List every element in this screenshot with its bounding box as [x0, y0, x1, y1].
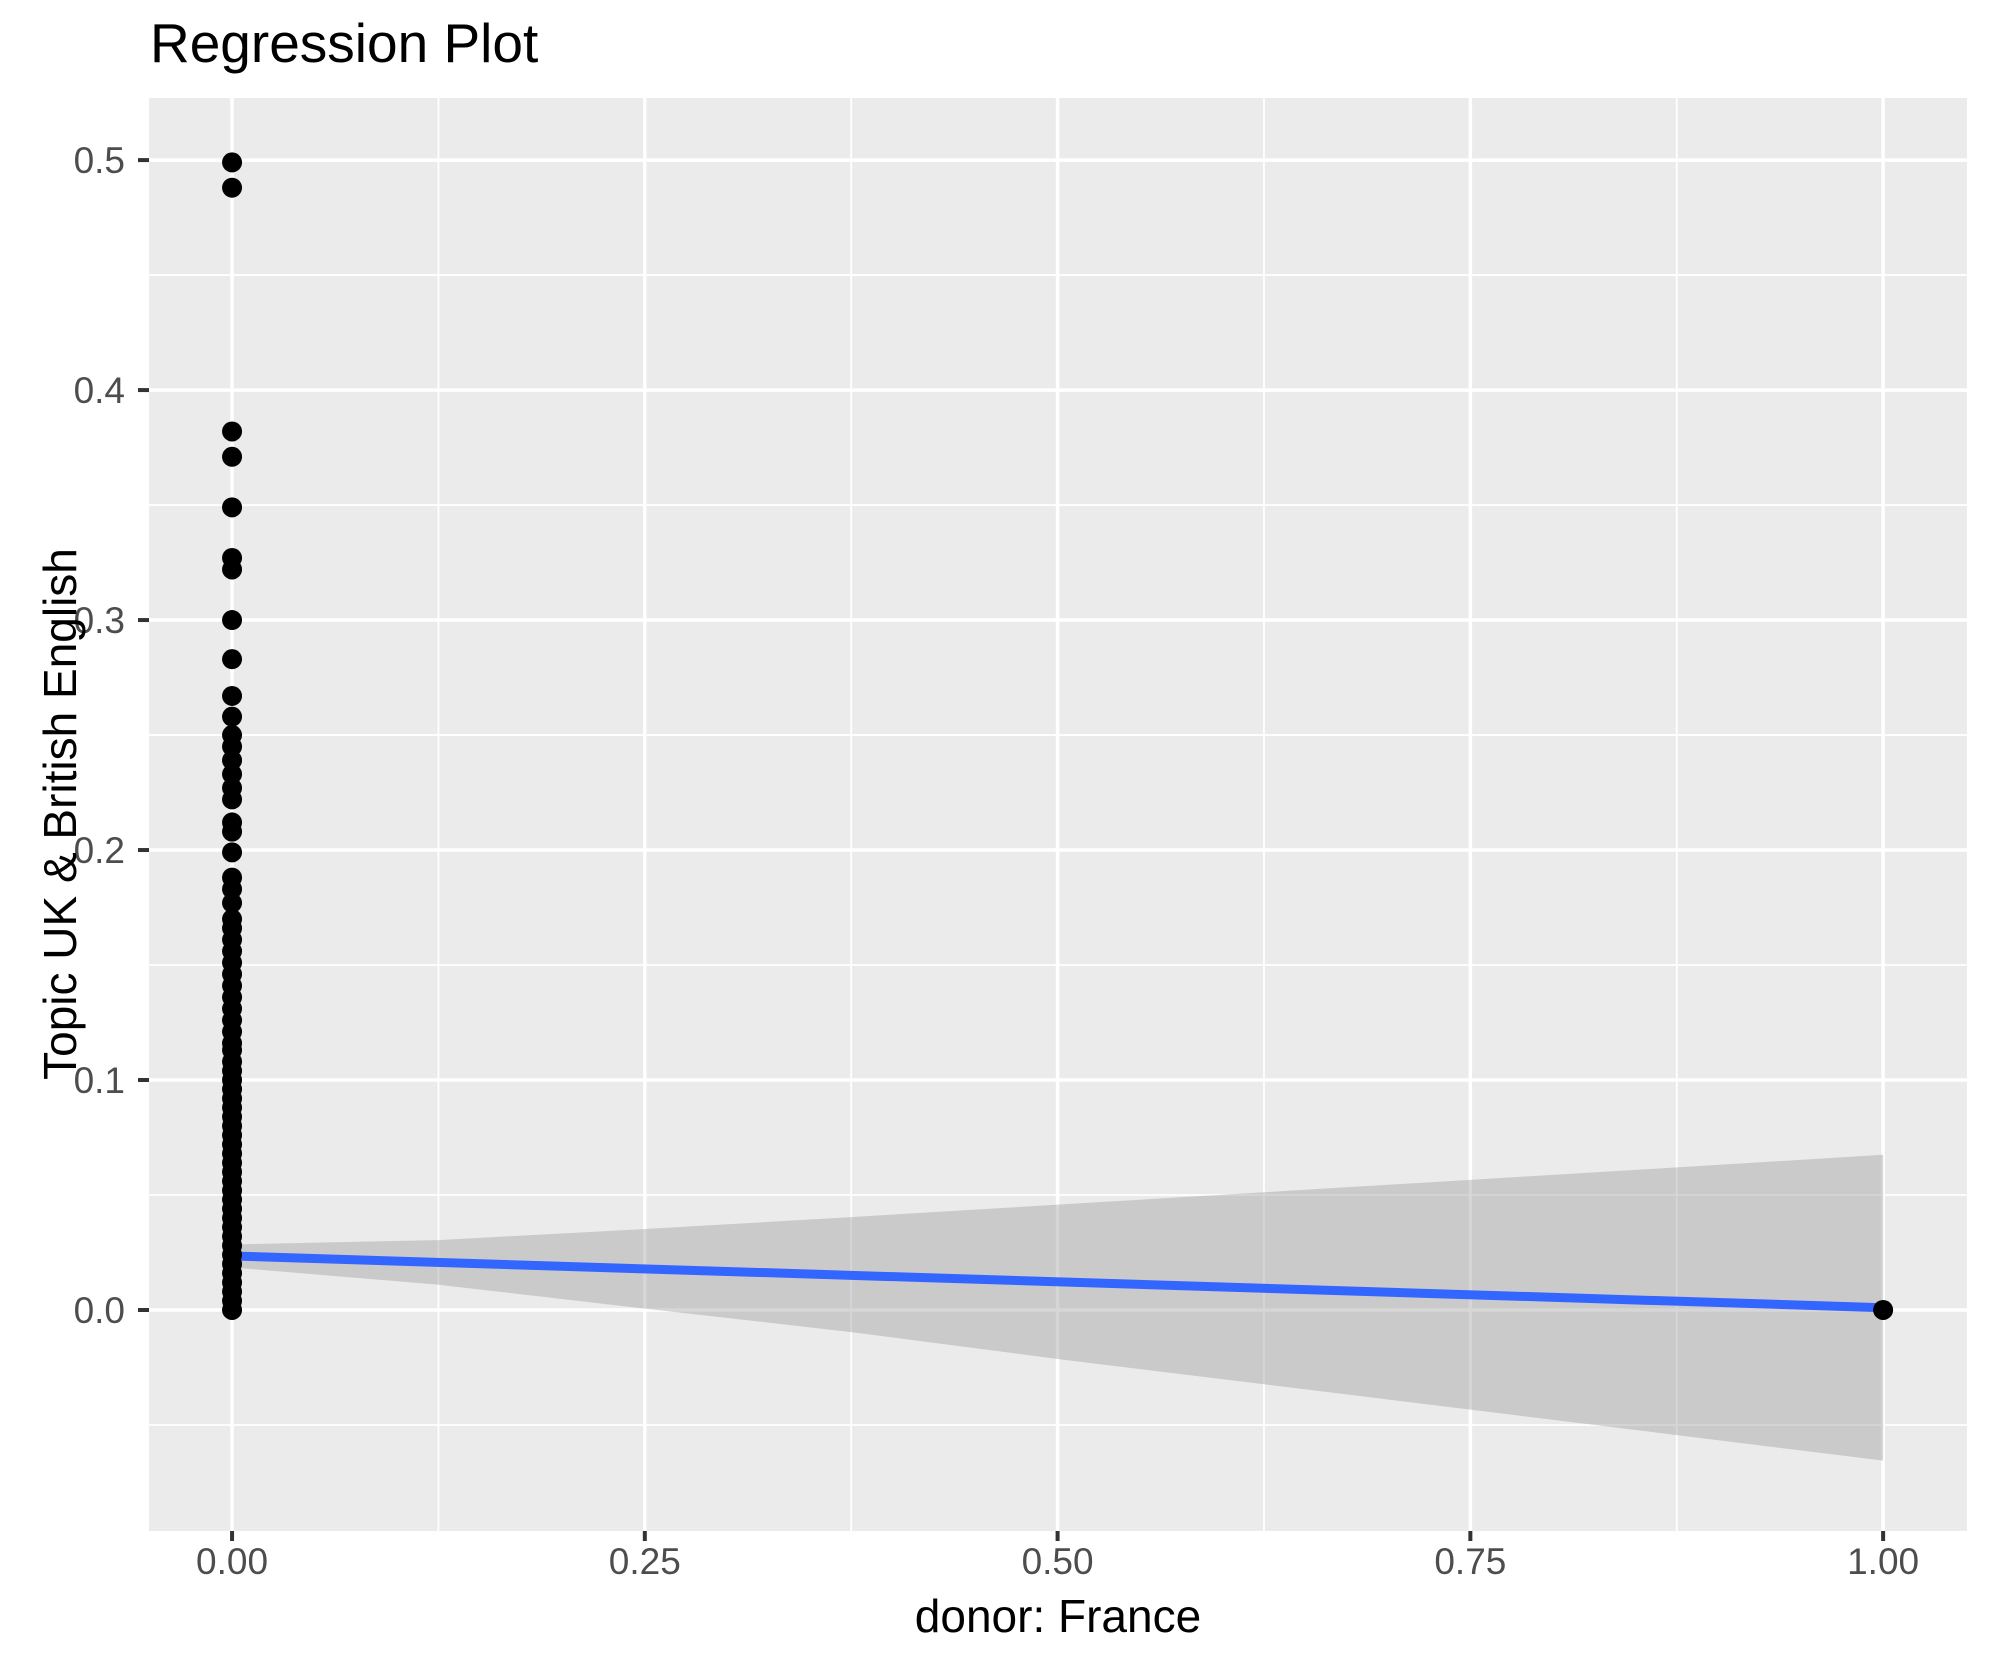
data-point	[222, 497, 243, 518]
data-point	[222, 764, 243, 785]
data-point	[222, 842, 243, 863]
data-point	[222, 736, 243, 757]
data-point	[222, 421, 243, 442]
data-point	[222, 1299, 243, 1320]
y-tick-label: 0.4	[74, 370, 125, 411]
axis-tick-marks	[138, 158, 1886, 1541]
data-point	[222, 446, 243, 467]
data-point	[222, 750, 243, 771]
data-point	[222, 177, 243, 198]
x-tick-label: 0.25	[609, 1541, 681, 1582]
data-point	[222, 685, 243, 706]
x-tick-label: 0.75	[1434, 1541, 1506, 1582]
y-axis-title: Topic UK & British English	[34, 548, 86, 1080]
plot-title: Regression Plot	[150, 12, 538, 74]
x-tick-label: 1.00	[1847, 1541, 1919, 1582]
data-point	[222, 821, 243, 842]
regression-line	[231, 1251, 1884, 1313]
x-axis-title: donor: France	[915, 1590, 1201, 1642]
data-point	[222, 559, 243, 580]
axis-tick-labels: 0.00 0.25 0.50 0.75 1.00 0.0 0.1 0.2 0.3 0.4 0.5	[74, 140, 1920, 1582]
data-points-layer	[222, 152, 1894, 1320]
y-tick-label: 0.1	[74, 1060, 125, 1101]
data-point	[222, 789, 243, 810]
data-point	[222, 892, 243, 913]
x-tick-label: 0.50	[1022, 1541, 1094, 1582]
data-point	[222, 152, 243, 173]
y-tick-label: 0.0	[74, 1290, 125, 1331]
data-point	[222, 879, 243, 900]
y-tick-label: 0.3	[74, 600, 125, 641]
x-tick-label: 0.00	[196, 1541, 268, 1582]
confidence-band	[232, 1154, 1884, 1461]
y-tick-label: 0.2	[74, 830, 125, 871]
data-point	[222, 610, 243, 631]
data-point	[222, 706, 243, 727]
data-point	[222, 649, 243, 670]
data-point	[1873, 1299, 1894, 1320]
y-tick-label: 0.5	[74, 140, 125, 181]
